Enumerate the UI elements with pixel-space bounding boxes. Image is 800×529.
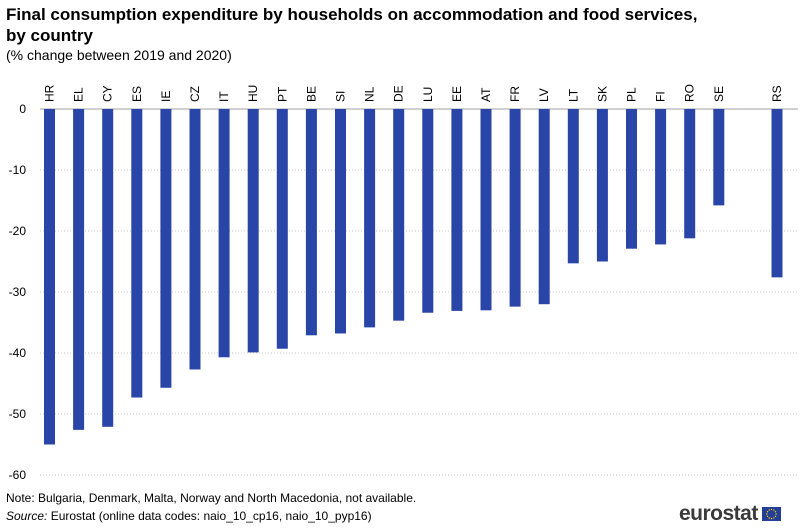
x-tick-label-cz: CZ [188,86,202,102]
bar-ie[interactable] [160,109,172,388]
bar-si[interactable] [335,109,346,334]
bar-nl[interactable] [364,109,376,328]
flag-star [774,515,777,517]
x-tick-label-lt: LT [566,88,580,102]
y-tick-label: -50 [9,407,27,421]
x-tick-label-pt: PT [275,86,289,102]
flag-star [774,511,777,513]
bar-rs[interactable] [771,109,783,278]
x-axis-labels: HR EL CY ES IE CZ IT HU PT BE SI NL DE LU EE AT FR LV LT SK… [43,84,785,102]
x-tick-label-ie: IE [159,91,173,102]
flag-star [770,517,773,520]
x-tick-label-de: DE [392,85,406,102]
y-tick-label: -10 [9,163,27,177]
bar-lu[interactable] [422,109,434,313]
bar-be[interactable] [305,109,317,336]
bar-pt[interactable] [276,109,288,349]
bar-el[interactable] [73,109,85,430]
chart-source: Source: Eurostat (online data codes: nai… [6,509,372,524]
bar-lv[interactable] [538,109,550,305]
x-tick-label-lv: LV [537,88,551,102]
flag-star [766,513,768,515]
bar-es[interactable] [131,109,143,398]
eurostat-logo-text: eurostat [679,502,758,525]
x-tick-label-el: EL [72,87,86,102]
x-tick-label-lu: LU [421,87,435,102]
x-tick-label-rs: RS [770,85,784,102]
x-tick-label-hu: HU [246,85,260,102]
flag-star [768,517,770,519]
y-tick-label: -60 [9,468,27,482]
bar-hr[interactable] [44,109,55,445]
flag-star [766,515,769,517]
bar-at[interactable] [480,109,492,311]
x-tick-label-be: BE [304,86,318,102]
bar-ro[interactable] [684,109,696,239]
eurostat-logo[interactable]: eurostat [679,503,781,525]
x-tick-label-si: SI [334,91,348,102]
bar-fr[interactable] [509,109,521,307]
x-tick-label-es: ES [130,86,144,102]
chart-title: Final consumption expenditure by househo… [6,5,698,45]
bars [44,109,783,445]
eu-flag-icon [761,507,781,521]
bar-de[interactable] [393,109,405,321]
x-tick-label-ro: RO [683,84,697,102]
y-tick-label: -20 [9,224,27,238]
x-tick-label-cy: CY [101,85,115,102]
x-tick-label-at: AT [479,87,493,102]
x-tick-label-ee: EE [450,86,464,102]
bar-cy[interactable] [102,109,114,427]
bar-it[interactable] [218,109,230,358]
bar-sk[interactable] [596,109,608,262]
source-text: Eurostat (online data codes: naio_10_cp1… [47,509,372,523]
bar-se[interactable] [713,109,725,206]
bar-lt[interactable] [567,109,579,264]
bar-fi[interactable] [655,109,667,245]
x-tick-label-se: SE [712,86,726,102]
flag-star [766,511,769,513]
bar-cz[interactable] [189,109,201,370]
bar-hu[interactable] [247,109,259,353]
x-tick-label-hr: HR [43,84,57,102]
flag-star [772,517,775,519]
x-tick-label-pl: PL [625,87,639,102]
x-tick-label-fi: FI [654,91,668,102]
y-tick-label: -40 [9,346,27,360]
x-tick-label-fr: FR [508,86,522,102]
flag-star [770,508,773,511]
bar-ee[interactable] [451,109,463,311]
y-tick-label: 0 [19,102,26,116]
source-label: Source: [6,509,48,523]
y-axis-ticks: 0 -10 -20 -30 -40 -50 -60 [9,102,27,482]
chart-subtitle: (% change between 2019 and 2020) [6,47,232,63]
y-tick-label: -30 [9,285,27,299]
flag-star [775,513,777,515]
x-tick-label-it: IT [217,91,231,102]
bar-chart: 0 -10 -20 -30 -40 -50 -60 HR EL CY ES IE CZ IT HU PT BE… [9,84,798,482]
x-tick-label-sk: SK [595,86,609,102]
bar-pl[interactable] [626,109,637,249]
x-tick-label-nl: NL [363,86,377,102]
flag-star [772,509,775,511]
chart-note: Note: Bulgaria, Denmark, Malta, Norway a… [6,491,417,505]
flag-star [768,509,770,511]
